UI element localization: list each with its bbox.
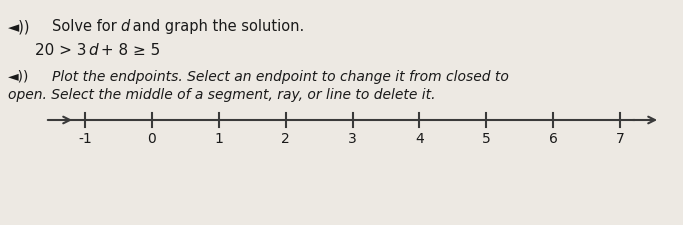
Text: and graph the solution.: and graph the solution. — [128, 19, 304, 34]
Text: Plot the endpoints. Select an endpoint to change it from closed to: Plot the endpoints. Select an endpoint t… — [52, 70, 509, 84]
Text: 6: 6 — [548, 131, 557, 145]
Text: 5: 5 — [482, 131, 490, 145]
Text: 20 > 3: 20 > 3 — [35, 43, 87, 58]
Text: 4: 4 — [415, 131, 423, 145]
Text: d: d — [88, 43, 98, 58]
Text: open. Select the middle of a segment, ray, or line to delete it.: open. Select the middle of a segment, ra… — [8, 88, 436, 101]
Text: d: d — [120, 19, 129, 34]
Text: ◄)): ◄)) — [8, 70, 29, 84]
Text: -1: -1 — [78, 131, 92, 145]
Text: 1: 1 — [214, 131, 223, 145]
Text: 7: 7 — [615, 131, 624, 145]
Text: Solve for: Solve for — [52, 19, 122, 34]
Text: ◄)): ◄)) — [8, 19, 31, 34]
Text: 0: 0 — [148, 131, 156, 145]
Text: + 8 ≥ 5: + 8 ≥ 5 — [96, 43, 161, 58]
Text: 2: 2 — [281, 131, 290, 145]
Text: 3: 3 — [348, 131, 357, 145]
